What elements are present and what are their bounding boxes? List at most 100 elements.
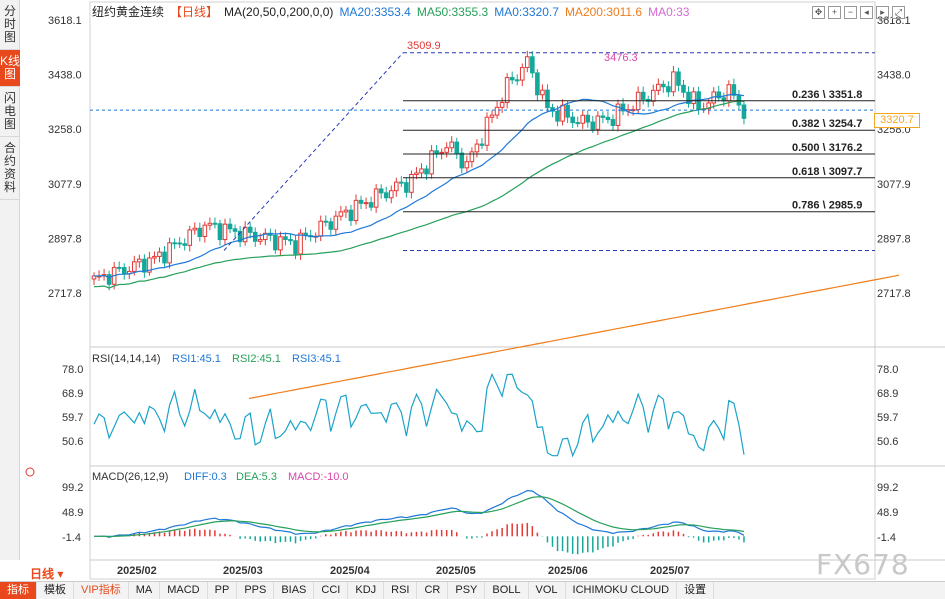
candle-body: [736, 94, 742, 106]
candle-body: [580, 114, 586, 124]
move-left-icon[interactable]: ◂: [860, 6, 873, 19]
candle-body: [434, 150, 439, 154]
boll-tab[interactable]: BOLL: [485, 582, 529, 599]
template-tab[interactable]: 模板: [37, 582, 74, 599]
zoom-out-icon[interactable]: −: [844, 6, 857, 19]
side-tab-bar: 分时图 K线图 闪电图 合约资料: [0, 0, 20, 560]
pps-tab[interactable]: PPS: [237, 582, 275, 599]
candle-body: [288, 238, 293, 242]
candle-body: [620, 103, 626, 112]
candle-body: [152, 255, 157, 259]
pp-tab[interactable]: PP: [208, 582, 238, 599]
candle-body: [691, 91, 696, 105]
indicator-tab[interactable]: 指标: [0, 582, 37, 599]
candle-body: [293, 240, 298, 255]
bias-tab[interactable]: BIAS: [274, 582, 315, 599]
rsi-tick-label: 59.7: [62, 412, 83, 424]
vol-tab[interactable]: VOL: [529, 582, 566, 599]
tab-flash[interactable]: 闪电图: [0, 87, 20, 137]
candle-body: [560, 104, 565, 122]
candle-body: [600, 115, 606, 118]
candle-body: [656, 83, 661, 91]
fib-level-label: 0.236 \ 3351.8: [792, 89, 862, 101]
crosshair-icon[interactable]: ✥: [812, 6, 825, 19]
date-tick-label: 2025/04: [330, 565, 371, 577]
candle-body: [716, 91, 722, 99]
candle-body: [368, 202, 374, 208]
price-tick-label: 3618.1: [48, 15, 82, 27]
tab-intraday[interactable]: 分时图: [0, 0, 20, 50]
candle-body: [671, 71, 676, 93]
candle-body: [116, 266, 122, 269]
candle-body: [676, 71, 681, 86]
candle-body: [590, 121, 596, 130]
price-tick-label: 2717.8: [48, 288, 82, 300]
candle-body: [509, 77, 515, 81]
candle-body: [514, 79, 520, 82]
rsi-tab[interactable]: RSI: [384, 582, 418, 599]
candle-body: [530, 56, 535, 74]
fib-trend-line: [223, 52, 404, 251]
kdj-tab[interactable]: KDJ: [348, 582, 385, 599]
move-right-icon[interactable]: ▸: [876, 6, 889, 19]
candle-body: [741, 104, 747, 119]
candle-body: [207, 222, 213, 226]
ma-params: MA(20,50,0,200,0,0): [224, 5, 334, 19]
candle-body: [273, 234, 278, 251]
candle-body: [137, 258, 142, 263]
ma-tab[interactable]: MA: [129, 582, 161, 599]
date-tick-label: 2025/05: [436, 565, 476, 577]
candle-body: [409, 174, 414, 193]
price-tick-label: 2897.8: [48, 233, 82, 245]
chart-header: 纽约黄金连续 【日线】 MA(20,50,0,200,0,0) MA20:3353.4…: [92, 3, 695, 19]
settings-tab[interactable]: 设置: [677, 582, 715, 599]
candle-body: [237, 230, 243, 243]
rsi-title: RSI(14,14,14): [92, 353, 160, 365]
candle-body: [464, 161, 470, 169]
fullscreen-icon[interactable]: ⤢: [892, 6, 905, 19]
candle-body: [192, 227, 198, 231]
candle-body: [323, 220, 329, 223]
date-tick-label: 2025/03: [223, 565, 263, 577]
candle-body: [459, 152, 465, 169]
macd-tick-label: -1.4: [62, 532, 81, 544]
ichimoku-tab[interactable]: ICHIMOKU CLOUD: [566, 582, 678, 599]
candle-body: [348, 209, 354, 222]
candle-body: [373, 188, 379, 208]
plot-border: [89, 1, 876, 580]
candle-body: [585, 114, 591, 123]
candle-body: [726, 84, 732, 102]
rsi-tick-label: 50.6: [877, 436, 898, 448]
candle-body: [489, 114, 495, 118]
tab-kline[interactable]: K线图: [0, 50, 20, 87]
candle-body: [565, 104, 570, 118]
candle-body: [363, 202, 369, 205]
candle-body: [429, 150, 434, 175]
candle-body: [338, 211, 344, 217]
psy-tab[interactable]: PSY: [448, 582, 486, 599]
current-price-tag: 3320.7: [874, 113, 920, 128]
candle-body: [263, 232, 268, 241]
tab-contract-info[interactable]: 合约资料: [0, 137, 20, 200]
candle-body: [121, 267, 127, 275]
candle-body: [247, 226, 253, 233]
macd-hist-value: MACD:-10.0: [288, 471, 349, 483]
candle-body: [595, 115, 601, 130]
fib-level-label: 0.786 \ 2985.9: [792, 200, 862, 212]
ma200-line: [248, 274, 900, 400]
rsi-tick-label: 78.0: [62, 364, 83, 376]
rsi-tick-label: 50.6: [62, 436, 83, 448]
zoom-in-icon[interactable]: +: [828, 6, 841, 19]
candle-body: [227, 223, 233, 230]
rsi2-value: RSI2:45.1: [232, 353, 281, 365]
macd-tab[interactable]: MACD: [160, 582, 208, 599]
candle-body: [333, 215, 339, 230]
cci-tab[interactable]: CCI: [314, 582, 349, 599]
candle-body: [605, 116, 611, 121]
candle-body: [419, 168, 424, 174]
period-selector[interactable]: 日线 ▾: [30, 567, 64, 581]
high-annotation: 3509.9: [407, 40, 441, 52]
vip-indicator-tab[interactable]: VIP指标: [74, 582, 129, 599]
cr-tab[interactable]: CR: [417, 582, 449, 599]
